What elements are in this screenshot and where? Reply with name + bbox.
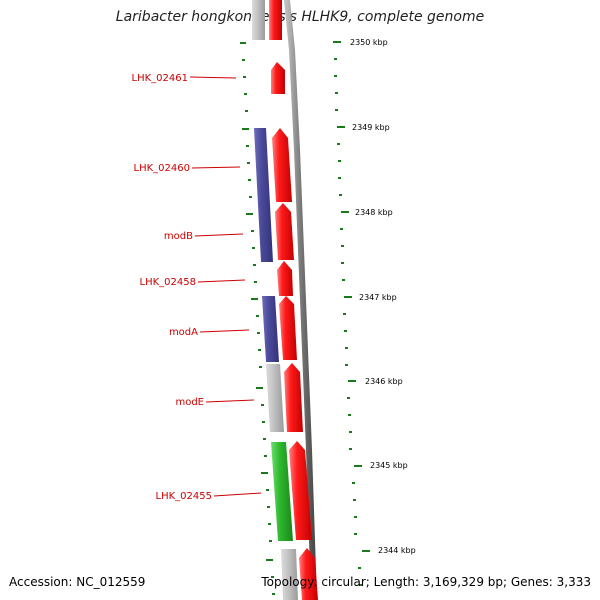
cds-arrow: [289, 441, 312, 540]
cds-arrow: [271, 62, 285, 94]
gene-label[interactable]: LHK_02461: [132, 73, 188, 84]
map-title: Laribacter hongkongensis HLHK9, complete…: [115, 9, 485, 25]
cog-block: [281, 549, 298, 600]
cog-block: [252, 0, 265, 40]
inner-ticks: [240, 42, 275, 595]
scale-label: 2350 kbp: [350, 38, 388, 47]
scale-label: 2344 kbp: [378, 546, 416, 555]
leader-lines: [189, 76, 262, 497]
gene-label[interactable]: modB: [164, 231, 193, 242]
gene-label[interactable]: LHK_02455: [156, 491, 212, 502]
cds-arrow: [299, 548, 318, 600]
cog-block: [266, 364, 284, 432]
gene-label[interactable]: modA: [169, 327, 198, 338]
genome-backbone: [284, 0, 317, 600]
topology-info: Topology: circular; Length: 3,169,329 bp…: [261, 575, 591, 589]
scale-label: 2347 kbp: [359, 293, 397, 302]
cog-block: [262, 296, 279, 362]
scale-label: 2349 kbp: [352, 123, 390, 132]
gene-label[interactable]: LHK_02458: [140, 277, 196, 288]
scale-label: 2348 kbp: [355, 208, 393, 217]
gene-label[interactable]: modE: [175, 397, 204, 408]
cds-arrow: [279, 296, 297, 360]
cds-arrow: [277, 261, 293, 296]
gene-label[interactable]: LHK_02460: [134, 163, 190, 174]
outer-ticks: [333, 41, 370, 586]
cog-block: [254, 128, 273, 262]
cds-arrow: [275, 203, 294, 260]
cog-block: [271, 442, 293, 541]
cds-arrow: [272, 128, 292, 202]
accession-info: Accession: NC_012559: [9, 575, 146, 589]
scale-label: 2345 kbp: [370, 461, 408, 470]
cds-block: [269, 0, 282, 40]
scale-label: 2346 kbp: [365, 377, 403, 386]
cds-arrow: [284, 363, 303, 432]
